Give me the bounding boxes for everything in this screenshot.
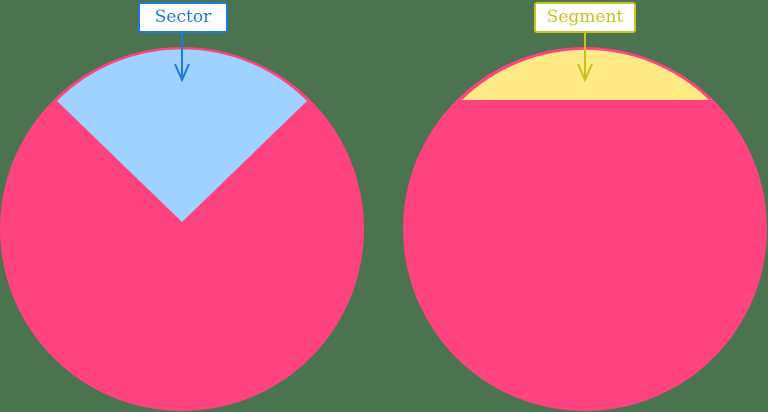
sector-region <box>57 49 307 222</box>
sector-label: Sector <box>138 2 228 33</box>
left-circle <box>0 47 364 411</box>
segment-label: Segment <box>534 2 636 33</box>
sector-arrow-icon <box>174 63 190 83</box>
right-circle <box>403 47 767 411</box>
sector-diagram <box>0 33 364 411</box>
segment-diagram <box>403 33 767 411</box>
segment-arrow-icon <box>577 63 593 83</box>
